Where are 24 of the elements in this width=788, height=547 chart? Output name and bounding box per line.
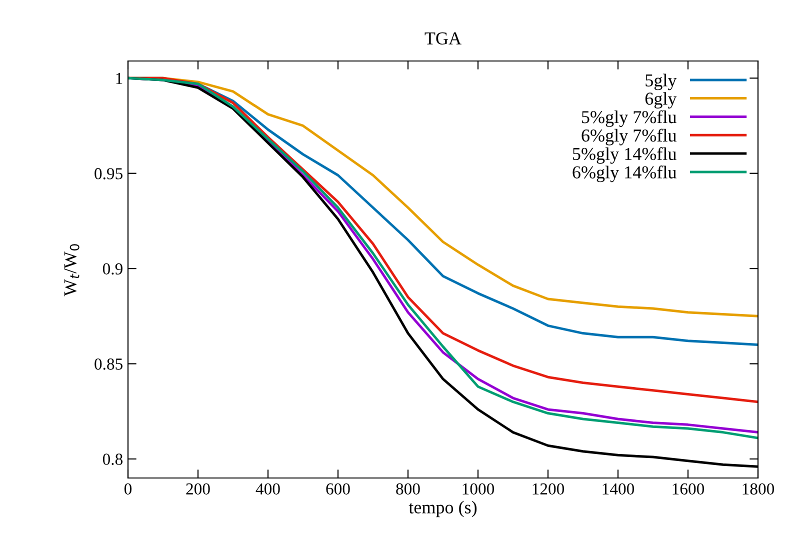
x-tick-label: 400	[256, 483, 280, 495]
y-tick-label: 0.9	[102, 263, 122, 275]
legend-label: 5gly	[646, 74, 677, 90]
x-tick-label: 1400	[602, 483, 634, 495]
x-tick-label: 1200	[532, 483, 564, 495]
x-tick-label: 1000	[462, 483, 494, 495]
legend-label: 6%gly 14%flu	[572, 166, 676, 182]
y-axis-title: W$_{t}$/W$_{0}$	[64, 244, 80, 296]
y-tick-label: 0.8	[102, 454, 123, 465]
legend-label: 5%gly 14%flu	[572, 147, 676, 164]
legend-label: 6%gly 7%flu	[582, 128, 676, 146]
chart-title: TGA	[424, 32, 462, 45]
legend-label: 6gly	[645, 92, 677, 109]
y-tick-label: 0.95	[94, 168, 122, 180]
legend-label: 5%gly 7%flu	[582, 110, 676, 127]
x-axis-title: tempo (s)	[408, 500, 477, 518]
x-tick-label: 0	[124, 483, 132, 495]
x-tick-label: 200	[186, 483, 210, 495]
y-tick-label: 1	[116, 72, 122, 84]
x-tick-label: 1800	[742, 483, 774, 495]
x-tick-label: 1600	[672, 483, 704, 495]
x-tick-label: 800	[396, 483, 420, 495]
x-tick-label: 600	[326, 483, 350, 495]
y-tick-label: 0.85	[94, 358, 122, 370]
